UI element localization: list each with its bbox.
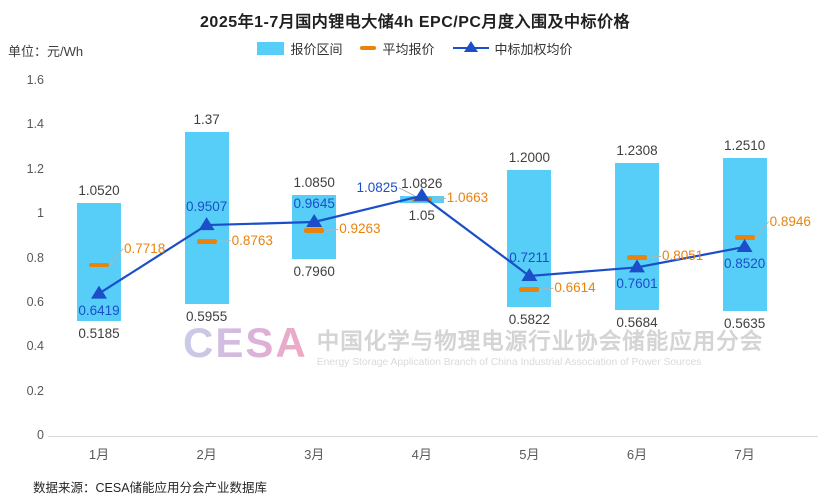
legend-label: 报价区间 xyxy=(290,41,343,57)
x-axis-month-label: 4月 xyxy=(411,447,432,462)
x-axis-month-label: 6月 xyxy=(626,447,648,462)
watermark-title-cn: 中国化学与物理电源行业协会储能应用分会 xyxy=(316,329,764,354)
x-axis-month-label: 3月 xyxy=(304,447,325,462)
y-axis-tick-label: 1.2 xyxy=(26,161,44,176)
avg-price-label: 0.9263 xyxy=(339,221,381,237)
y-axis-tick-label: 1.4 xyxy=(26,117,44,132)
y-axis-tick-label: 1.6 xyxy=(26,73,44,87)
watermark: CESA 中国化学与物理电源行业协会储能应用分会 Energy Storage … xyxy=(183,319,764,369)
y-axis-unit-label: 单位：元/Wh xyxy=(8,44,84,59)
bar-max-label: 1.2308 xyxy=(616,142,658,158)
y-axis-tick-label: 0.6 xyxy=(26,294,44,309)
x-axis-line xyxy=(48,436,818,437)
bar-max-label: 1.2510 xyxy=(723,138,766,154)
avg-price-label: 0.8051 xyxy=(662,248,704,264)
avg-price-label: 0.8946 xyxy=(769,213,811,229)
legend: 报价区间 平均报价 中标加权均价 xyxy=(0,38,830,58)
y-axis-tick-label: 0.8 xyxy=(26,250,44,265)
avg-price-label: 0.7718 xyxy=(124,240,166,256)
average-price-dash xyxy=(519,287,540,292)
line-triangle-icon xyxy=(452,41,489,55)
dash-icon xyxy=(360,46,377,50)
average-price-dash xyxy=(411,197,432,202)
avg-price-label: 1.0663 xyxy=(446,190,489,206)
weighted-price-label: 0.9645 xyxy=(293,196,335,211)
weighted-price-label: 1.0825 xyxy=(356,179,398,195)
bar-swatch-icon xyxy=(257,41,285,55)
bar-max-label: 1.37 xyxy=(193,112,220,128)
data-source: 数据来源：CESA储能应用分会产业数据库 xyxy=(33,481,268,495)
bar-min-label: 0.5955 xyxy=(185,308,228,324)
weighted-price-label: 0.9507 xyxy=(185,199,228,215)
average-price-dash xyxy=(734,235,755,240)
bar-max-label: 1.0520 xyxy=(78,182,120,198)
chart-title: 2025年1-7月国内锂电大储4h EPC/PC月度入围及中标价格 xyxy=(200,14,630,31)
x-axis-month-label: 5月 xyxy=(519,447,540,462)
legend-label: 平均报价 xyxy=(382,41,435,57)
weighted-price-label: 0.8520 xyxy=(723,255,766,271)
bar-min-label: 0.5185 xyxy=(78,325,120,341)
bar-max-label: 1.0850 xyxy=(293,175,335,191)
x-axis-month-label: 7月 xyxy=(734,447,755,462)
average-price-dash xyxy=(196,239,217,244)
x-axis-month-label: 1月 xyxy=(88,447,110,462)
price-range-bar xyxy=(184,132,229,304)
watermark-text: 中国化学与物理电源行业协会储能应用分会 Energy Storage Appli… xyxy=(317,324,764,368)
avg-price-label: 0.8763 xyxy=(231,232,273,248)
y-axis-tick-label: 1 xyxy=(37,206,44,221)
y-axis-tick-label: 0.4 xyxy=(26,339,44,354)
weighted-price-label: 0.7601 xyxy=(616,276,658,292)
legend-item-average-quote: 平均报价 xyxy=(360,39,435,58)
watermark-title-en: Energy Storage Application Branch of Chi… xyxy=(316,357,702,368)
bar-min-label: 1.05 xyxy=(408,208,435,224)
bar-max-label: 1.2000 xyxy=(508,149,551,165)
bar-min-label: 0.7960 xyxy=(293,264,335,280)
average-price-dash xyxy=(627,255,647,260)
legend-label: 中标加权均价 xyxy=(494,41,573,57)
y-axis-tick-label: 0 xyxy=(37,428,44,442)
legend-item-weighted-average: 中标加权均价 xyxy=(452,39,573,58)
y-axis-tick-label: 0.2 xyxy=(26,383,44,398)
bar-max-label: 1.0826 xyxy=(401,175,443,191)
bar-min-label: 0.5635 xyxy=(723,315,766,331)
weighted-price-label: 0.6419 xyxy=(78,302,120,318)
weighted-price-label: 0.7211 xyxy=(509,250,550,265)
avg-price-label: 0.6614 xyxy=(554,280,596,296)
bar-min-label: 0.5822 xyxy=(508,311,551,327)
legend-item-quote-range: 报价区间 xyxy=(257,39,342,58)
x-axis-month-label: 2月 xyxy=(196,447,217,462)
cesa-logo: CESA xyxy=(183,319,308,366)
bar-min-label: 0.5684 xyxy=(616,314,658,330)
average-price-dash xyxy=(304,228,325,233)
average-price-dash xyxy=(89,262,109,268)
